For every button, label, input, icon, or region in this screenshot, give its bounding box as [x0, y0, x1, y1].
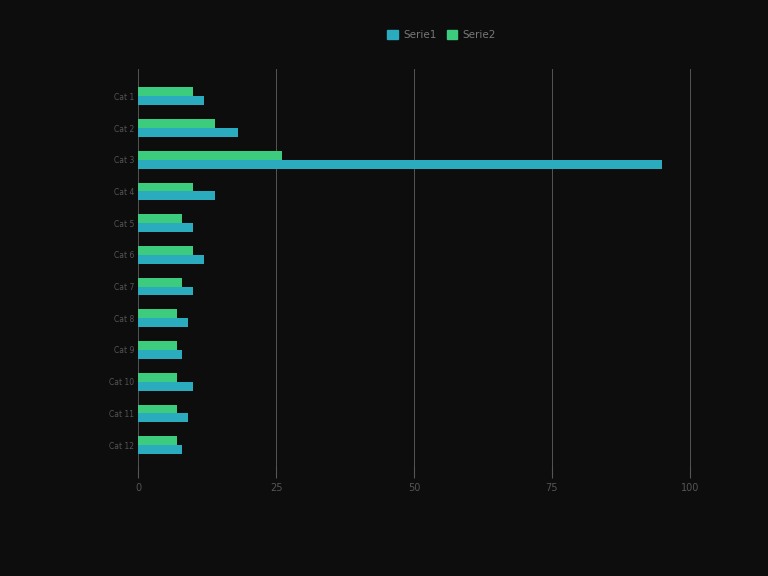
- Bar: [138, 278, 182, 287]
- Bar: [138, 246, 194, 255]
- Bar: [138, 191, 216, 200]
- Bar: [138, 214, 182, 223]
- Bar: [138, 96, 204, 105]
- Bar: [138, 223, 194, 232]
- Bar: [138, 341, 177, 350]
- Bar: [138, 319, 188, 327]
- Bar: [138, 350, 182, 359]
- Bar: [138, 309, 177, 319]
- Bar: [138, 373, 177, 382]
- Bar: [138, 382, 194, 391]
- Bar: [138, 287, 194, 295]
- Bar: [138, 160, 662, 169]
- Legend: Serie1, Serie2: Serie1, Serie2: [383, 26, 500, 44]
- Bar: [138, 445, 182, 454]
- Bar: [138, 414, 188, 422]
- Bar: [138, 404, 177, 414]
- Bar: [138, 119, 216, 128]
- Bar: [138, 128, 237, 137]
- Bar: [138, 436, 177, 445]
- Bar: [138, 255, 204, 264]
- Bar: [138, 88, 194, 96]
- Bar: [138, 151, 282, 160]
- Bar: [138, 183, 194, 191]
